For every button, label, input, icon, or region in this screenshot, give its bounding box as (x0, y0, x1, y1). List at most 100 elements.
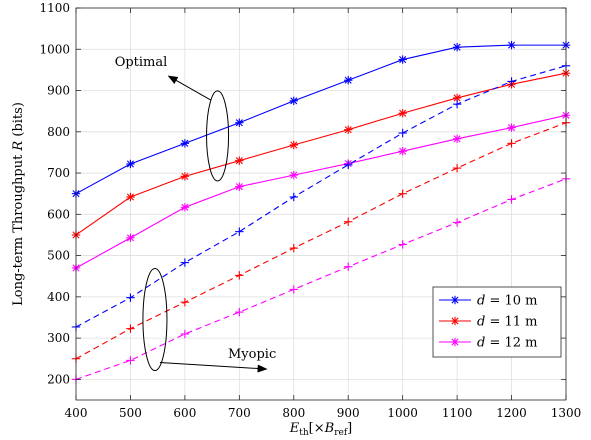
data-point (344, 125, 353, 134)
ticks: 400 500 600 700 800 900 1000 1100 1200 1300 200 300… (39, 1, 581, 420)
data-point (235, 271, 244, 280)
x-label-var-sub: ref (334, 428, 348, 438)
data-point (126, 324, 135, 333)
data-point (126, 233, 135, 243)
data-point (126, 192, 135, 202)
legend-item: d = 12 m (439, 336, 538, 351)
series-line (75, 44, 566, 195)
data-point (289, 170, 298, 180)
x-label-var: B (324, 421, 335, 436)
optimal-arrow (167, 75, 211, 101)
data-point (507, 40, 516, 50)
data-point (180, 329, 190, 339)
data-point (235, 182, 244, 191)
x-tick-label: 800 (282, 406, 305, 420)
series-line (75, 178, 567, 380)
annotations: Optimal Myopic (115, 55, 276, 373)
y-tick-label: 200 (47, 372, 70, 386)
x-tick-label: 500 (119, 406, 142, 420)
data-point (235, 156, 244, 165)
myopic-ellipse (142, 268, 168, 372)
data-point (398, 128, 407, 138)
x-label-main: E (289, 421, 300, 436)
series-line (75, 72, 567, 236)
data-point (452, 163, 462, 173)
data-point (344, 160, 353, 169)
legend-item: d = 11 m (439, 315, 538, 330)
data-point (507, 195, 516, 204)
data-point (507, 123, 516, 132)
data-point (507, 139, 516, 148)
x-label-bracket-close: ] (347, 421, 352, 436)
x-tick-label: 1100 (442, 406, 473, 420)
data-point (289, 192, 298, 202)
y-tick-label: 300 (47, 331, 70, 345)
data-point (398, 146, 407, 156)
data-point (235, 307, 244, 317)
y-label-var: R (11, 141, 26, 152)
y-label-prefix: Long-term Throughput (11, 151, 26, 306)
series-line (75, 122, 567, 360)
optimal-ellipse (206, 90, 230, 182)
x-tick-label: 1300 (551, 406, 582, 420)
data-point (180, 258, 190, 267)
data-point (180, 139, 190, 148)
data-point (344, 262, 353, 271)
data-point (235, 227, 244, 236)
data-point (452, 218, 462, 227)
y-tick-label: 500 (47, 249, 70, 263)
data-point (344, 76, 353, 85)
series-line (75, 65, 567, 328)
data-point (452, 43, 462, 52)
data-point (289, 140, 298, 150)
data-point (235, 118, 244, 127)
data-point (180, 172, 190, 181)
y-label-suffix: (bits) (11, 102, 26, 141)
legend-label: d = 12 m (477, 336, 538, 351)
myopic-arrow (159, 362, 268, 373)
data-point (398, 240, 407, 249)
x-tick-label: 1200 (496, 406, 527, 420)
y-tick-label: 400 (47, 290, 70, 304)
y-tick-label: 1000 (39, 42, 70, 56)
x-tick-label: 900 (337, 406, 360, 420)
data-point (126, 356, 135, 365)
data-point (344, 217, 353, 226)
legend-item: d = 10 m (439, 294, 538, 309)
data-point (452, 134, 462, 144)
legend: d = 10 m d = 11 m d = 12 m (432, 286, 562, 358)
x-tick-label: 400 (65, 406, 88, 420)
data-point (507, 77, 516, 86)
optimal-label: Optimal (115, 55, 168, 70)
myopic-label: Myopic (228, 347, 276, 362)
y-tick-label: 900 (47, 84, 70, 98)
legend-label: d = 11 m (477, 315, 538, 330)
x-label-bracket-open: [× (309, 421, 325, 436)
y-tick-label: 1100 (39, 1, 70, 15)
y-axis-label: Long-term Throughput R (bits) (11, 102, 26, 306)
x-tick-label: 600 (173, 406, 196, 420)
data-point (398, 109, 407, 118)
y-tick-label: 600 (47, 207, 70, 221)
plot-frame (75, 7, 567, 401)
data-point (126, 293, 135, 302)
y-tick-label: 700 (47, 166, 70, 180)
data-point (180, 203, 190, 212)
y-tick-label: 800 (47, 125, 70, 139)
x-axis-label: Eth[×Bref] (289, 421, 353, 438)
x-label-main-sub: th (299, 428, 309, 438)
x-tick-label: 1000 (387, 406, 418, 420)
data-point (126, 159, 135, 169)
legend-label: d = 10 m (477, 294, 538, 309)
series-myopic-4 (71, 118, 571, 363)
data-point (452, 99, 462, 109)
data-point (289, 285, 298, 294)
series-line (75, 114, 567, 269)
x-tick-label: 700 (228, 406, 251, 420)
data-point (180, 298, 190, 307)
series-optimal-2 (71, 111, 571, 273)
data-point (398, 189, 407, 198)
data-point (289, 96, 298, 106)
data-point (398, 55, 407, 64)
